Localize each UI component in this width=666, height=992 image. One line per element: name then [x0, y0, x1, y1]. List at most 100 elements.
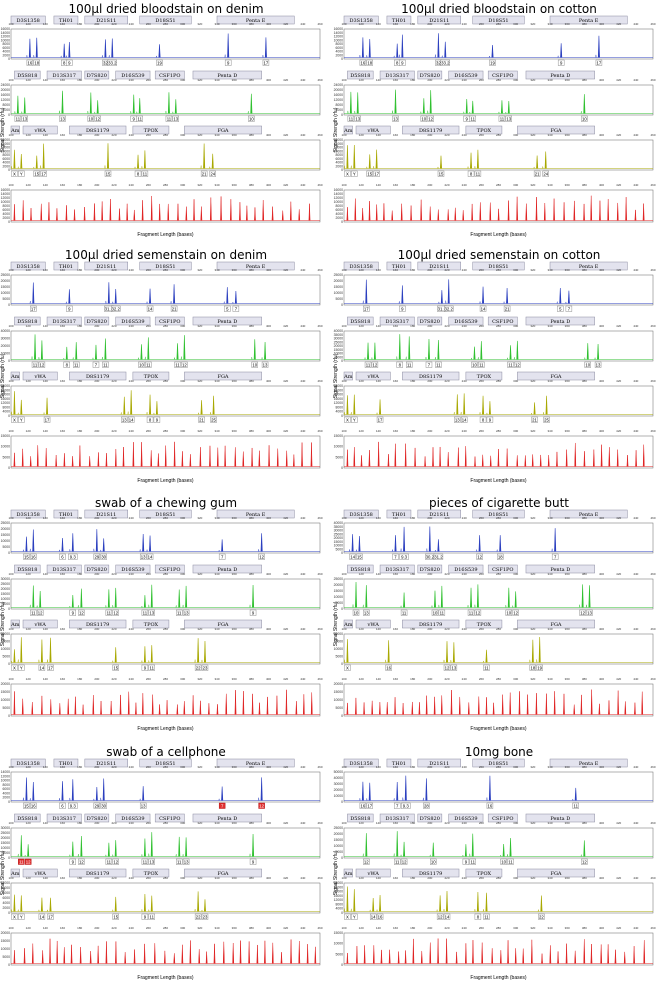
- x-tick-label: 100: [341, 677, 346, 681]
- y-tick-label: 24000: [1, 83, 11, 87]
- marker-box: [216, 261, 295, 271]
- stutter-peak: [580, 854, 582, 857]
- marker-label: D16S539: [454, 816, 477, 822]
- x-tick-label: 140: [43, 183, 48, 187]
- ladder-peak: [271, 942, 274, 964]
- allele-peak: [507, 101, 510, 114]
- marker-box: [10, 125, 20, 135]
- allele-peak: [425, 778, 428, 801]
- x-tick-label: 160: [393, 516, 398, 520]
- ladder-peak: [623, 951, 626, 964]
- ladder-peak: [133, 209, 136, 221]
- marker-box: [417, 15, 461, 25]
- marker-box: [417, 261, 461, 271]
- ladder-peak: [254, 207, 256, 221]
- allele-peak: [221, 539, 224, 552]
- y-tick-label: 0: [8, 856, 10, 860]
- allele-call-box: [483, 913, 490, 920]
- allele-call-label: Y: [20, 417, 23, 422]
- allele-peak: [178, 589, 181, 608]
- ladder-peak: [437, 209, 440, 221]
- stutter-peak: [551, 548, 553, 552]
- allele-peak: [150, 584, 153, 608]
- x-tick-label: 440: [633, 677, 638, 681]
- ladder-peak: [497, 449, 500, 467]
- plot-frame: [343, 139, 654, 171]
- marker-label: D21S11: [429, 761, 449, 767]
- ladder-peak: [371, 700, 374, 715]
- allele-peak: [355, 582, 358, 608]
- allele-call-label: 13: [455, 417, 460, 422]
- marker-box: [154, 70, 185, 80]
- allele-call-label: 16: [488, 803, 493, 808]
- lane-red: 100 120 140 160 180 200 220 240 260 280 300 320 340 3…: [334, 677, 656, 718]
- ladder-peak: [124, 952, 127, 964]
- x-tick-label: 440: [300, 22, 305, 26]
- allele-peak: [358, 535, 361, 552]
- allele-call-label: 11: [19, 859, 24, 864]
- allele-call-box: [392, 553, 399, 560]
- x-tick-label: 200: [94, 821, 99, 825]
- ladder-peak: [216, 447, 219, 467]
- allele-peak: [102, 538, 105, 552]
- lane-red: 100 120 140 160 180 200 220 240 260 280 300 320 340 3…: [334, 429, 656, 470]
- marker-box: [402, 619, 460, 629]
- y-tick-label: 15000: [334, 540, 344, 544]
- allele-peak: [107, 589, 110, 608]
- marker-label: D7S820: [420, 319, 440, 325]
- allele-peak: [227, 33, 230, 58]
- x-tick-label: 460: [317, 677, 322, 681]
- ladder-peak: [256, 944, 259, 964]
- allele-call-label: 25: [211, 417, 216, 422]
- y-tick-label: 25000: [334, 340, 344, 344]
- stutter-peak: [453, 412, 455, 415]
- x-tick-label: 380: [582, 627, 587, 631]
- stutter-peak: [175, 854, 177, 857]
- allele-peak: [485, 892, 488, 912]
- stutter-peak: [376, 909, 378, 912]
- allele-call-label: 19: [490, 60, 495, 65]
- allele-call-label: 10: [431, 859, 436, 864]
- x-tick-label: 340: [214, 876, 219, 880]
- allele-peak: [507, 587, 510, 608]
- allele-call-label: 21: [505, 306, 510, 311]
- x-tick-label: 100: [8, 765, 13, 769]
- allele-call-label: 10: [501, 859, 506, 864]
- allele-call-label: 15: [106, 171, 111, 176]
- x-tick-label: 460: [650, 627, 655, 631]
- ladder-peak: [285, 689, 288, 715]
- ladder-peak: [232, 943, 235, 964]
- ladder-peak: [556, 451, 558, 467]
- allele-call-label: 17: [48, 665, 53, 670]
- ladder-peak: [110, 700, 113, 715]
- ladder-peak: [543, 203, 546, 221]
- x-tick-label: 320: [530, 627, 535, 631]
- allele-call-box: [47, 664, 54, 671]
- y-tick-label: 8000: [2, 891, 10, 895]
- allele-call-box: [366, 802, 373, 809]
- marker-box: [84, 509, 128, 519]
- allele-peak: [40, 340, 43, 360]
- ladder-peak: [22, 200, 25, 221]
- x-tick-label: 100: [341, 429, 346, 433]
- x-tick-label: 380: [249, 876, 254, 880]
- allele-peak: [463, 393, 466, 415]
- ladder-peak: [485, 697, 488, 715]
- allele-call-label: 9: [156, 417, 159, 422]
- marker-box: [10, 371, 20, 381]
- stutter-peak: [137, 357, 140, 360]
- allele-call-box: [112, 913, 119, 920]
- ladder-peak: [115, 941, 117, 964]
- x-tick-label: 100: [341, 133, 346, 137]
- y-tick-label: 12000: [1, 881, 11, 885]
- allele-call-box: [385, 664, 392, 671]
- x-tick-label: 180: [77, 516, 82, 520]
- stutter-peak: [153, 412, 155, 415]
- y-tick-label: 5000: [335, 706, 343, 710]
- stutter-peak: [398, 301, 400, 304]
- marker-label: Am: [10, 871, 20, 877]
- y-tick-label: 5000: [2, 955, 10, 959]
- allele-call-box: [139, 802, 147, 809]
- allele-peak: [583, 840, 586, 857]
